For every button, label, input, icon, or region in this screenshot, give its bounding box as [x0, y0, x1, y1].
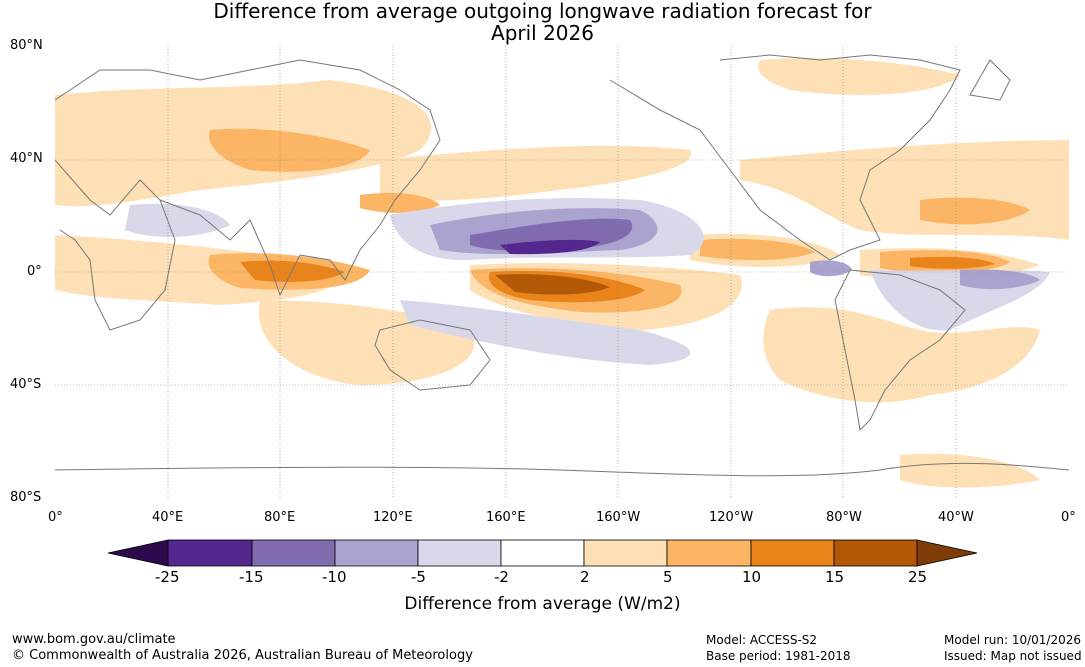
positive-anomaly-region — [495, 274, 610, 295]
footer-issued: Issued: Map not issued — [944, 649, 1082, 663]
lat-label-40n: 40°N — [10, 151, 43, 166]
footer-model-run: Model run: 10/01/2026 — [944, 633, 1082, 647]
colorbar-tick: -10 — [322, 568, 347, 586]
positive-anomaly-region — [380, 145, 692, 201]
lon-label-0-east: 0° — [1061, 510, 1076, 525]
lon-label-80e: 80°E — [264, 510, 296, 525]
lon-label-120w: 120°W — [709, 510, 754, 525]
lat-label-40s: 40°S — [10, 377, 42, 392]
negative-anomaly-region — [810, 260, 852, 277]
colorbar-swatch — [583, 539, 668, 567]
colorbar-swatch — [833, 539, 918, 567]
positive-anomaly-region — [910, 256, 995, 269]
colorbar-swatch — [251, 539, 336, 567]
negative-anomaly-region — [500, 239, 600, 255]
lon-label-160w: 160°W — [596, 510, 641, 525]
positive-anomaly-region — [240, 260, 345, 282]
colorbar-above-max-arrow — [916, 539, 978, 567]
footer-copyright: © Commonwealth of Australia 2026, Austra… — [12, 648, 473, 663]
colorbar-swatch — [167, 539, 253, 567]
colorbar-tick: 2 — [580, 568, 590, 586]
lon-label-160e: 160°E — [486, 510, 526, 525]
lon-label-120e: 120°E — [373, 510, 413, 525]
colorbar-tick: -5 — [411, 568, 426, 586]
negative-anomaly-region — [960, 269, 1040, 290]
footer-base-period: Base period: 1981-2018 — [706, 649, 851, 663]
colorbar-tick: 25 — [908, 568, 928, 586]
colorbar-below-min-arrow — [107, 539, 169, 567]
colorbar-tick: -15 — [239, 568, 264, 586]
coastlines — [55, 54, 1069, 477]
negative-anomaly-region — [125, 203, 230, 237]
colorbar-tick: 5 — [663, 568, 673, 586]
colorbar-swatch — [750, 539, 835, 567]
colorbar-swatch — [500, 539, 585, 567]
footer-model: Model: ACCESS-S2 — [706, 633, 818, 647]
colorbar-swatch — [334, 539, 419, 567]
lon-label-80w: 80°W — [826, 510, 862, 525]
colorbar-swatch — [666, 539, 752, 567]
colorbar-tick: 15 — [825, 568, 845, 586]
lat-label-0: 0° — [27, 264, 42, 279]
graticule — [55, 46, 1069, 498]
anomaly-field — [55, 46, 1069, 498]
positive-anomaly-region — [209, 128, 370, 172]
chart-title-line1: Difference from average outgoing longwav… — [213, 0, 872, 23]
footer-url[interactable]: www.bom.gov.au/climate — [12, 632, 176, 647]
positive-anomaly-region — [700, 238, 815, 261]
positive-anomaly-region — [758, 58, 960, 95]
positive-anomaly-region — [763, 307, 1040, 403]
lon-label-40w: 40°W — [938, 510, 974, 525]
lat-label-80n: 80°N — [10, 38, 43, 53]
colorbar-title: Difference from average (W/m2) — [404, 594, 681, 614]
lon-label-40e: 40°E — [152, 510, 184, 525]
colorbar-swatch — [417, 539, 502, 567]
colorbar-tick: -25 — [155, 568, 180, 586]
negative-anomaly-region — [400, 300, 691, 365]
positive-anomaly-region — [920, 197, 1030, 225]
chart-title-line2: April 2026 — [491, 21, 594, 45]
colorbar-tick: 10 — [742, 568, 762, 586]
positive-anomaly-region — [360, 193, 440, 213]
colorbar-tick: -2 — [494, 568, 509, 586]
lat-label-80s: 80°S — [10, 490, 42, 505]
positive-anomaly-region — [900, 453, 1040, 488]
lon-label-0: 0° — [48, 510, 63, 525]
